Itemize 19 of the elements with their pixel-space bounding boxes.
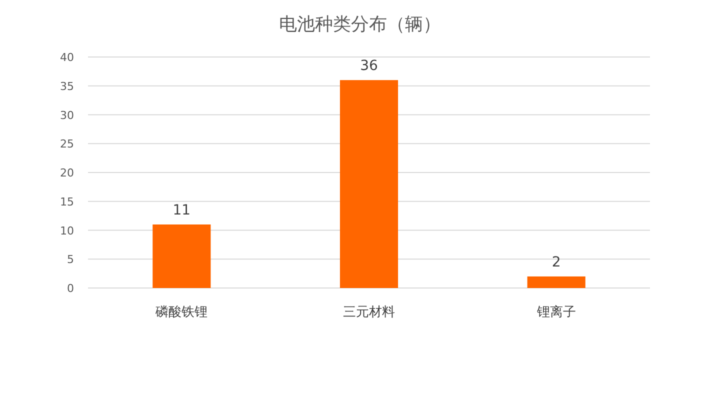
bar xyxy=(527,276,586,288)
x-tick-label: 三元材料 xyxy=(343,305,395,320)
x-tick-label: 磷酸铁锂 xyxy=(154,305,208,320)
y-tick-label: 10 xyxy=(60,224,74,238)
y-tick-label: 20 xyxy=(60,166,74,180)
y-tick-label: 15 xyxy=(60,195,74,208)
bar xyxy=(152,224,211,288)
y-tick-label: 25 xyxy=(60,138,74,151)
data-label: 11 xyxy=(172,202,191,218)
data-label: 2 xyxy=(552,254,561,270)
y-tick-label: 35 xyxy=(60,80,74,93)
y-tick-label: 5 xyxy=(67,253,74,266)
data-label: 36 xyxy=(360,58,378,74)
chart-title: 电池种类分布（辆） xyxy=(279,14,441,35)
y-tick-label: 0 xyxy=(67,282,74,295)
bar xyxy=(340,80,398,288)
y-tick-label: 40 xyxy=(60,51,74,64)
x-tick-label: 锂离子 xyxy=(536,304,576,320)
y-tick-label: 30 xyxy=(60,108,74,122)
